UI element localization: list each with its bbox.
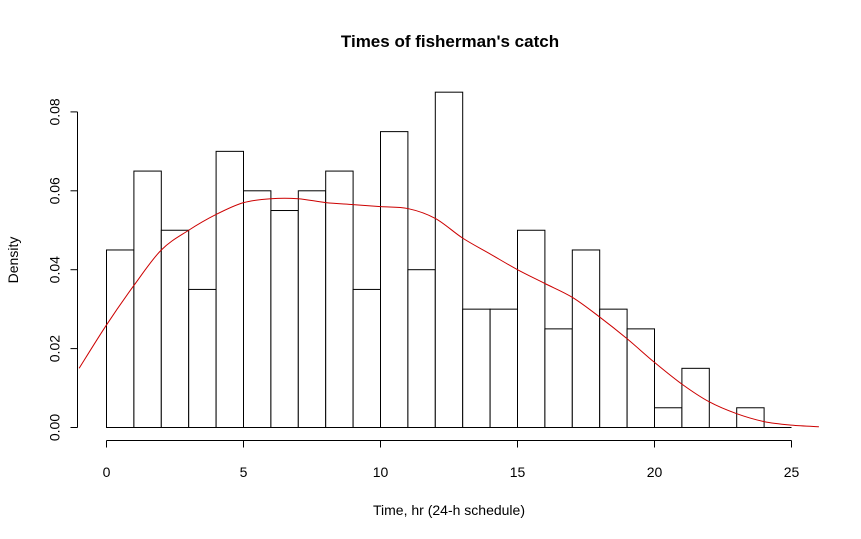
histogram-bar <box>215 150 245 428</box>
histogram-bar <box>243 190 272 428</box>
histogram-bar <box>434 91 464 429</box>
histogram-bar <box>160 229 190 428</box>
histogram-bar <box>352 288 382 428</box>
histogram-bar <box>106 249 135 428</box>
histogram-bar <box>380 131 409 428</box>
histogram-bar <box>681 367 710 429</box>
histogram-bar <box>571 249 601 428</box>
y-axis-label: Density <box>5 237 21 284</box>
histogram-bar <box>462 308 491 428</box>
y-tick-label: 0.08 <box>47 98 63 125</box>
density-curve-layer <box>78 197 819 428</box>
histogram-bar <box>407 269 436 429</box>
x-tick-label: 5 <box>240 464 248 480</box>
density-curve <box>78 197 819 428</box>
histogram-bar <box>297 190 327 428</box>
y-tick-label: 0.00 <box>47 414 63 441</box>
x-axis-label: Time, hr (24-h schedule) <box>373 502 525 518</box>
x-tick-label: 10 <box>373 464 389 480</box>
histogram-bar <box>489 308 519 428</box>
histogram-bar <box>188 288 217 428</box>
histogram-bars <box>106 91 792 429</box>
y-axis: 0.00 0.02 0.04 0.06 0.08 <box>47 98 78 441</box>
y-tick-label: 0.04 <box>47 256 63 283</box>
histogram-bar <box>626 328 655 428</box>
x-tick-label: 25 <box>784 464 800 480</box>
y-tick-label: 0.02 <box>47 335 63 362</box>
x-tick-label: 0 <box>103 464 111 480</box>
histogram-bar <box>325 170 354 428</box>
histogram-bar <box>517 229 546 428</box>
chart-title: Times of fisherman's catch <box>341 32 559 51</box>
x-tick-label: 15 <box>510 464 526 480</box>
histogram-bar <box>270 210 299 428</box>
histogram-bar <box>544 328 573 428</box>
x-axis: 0 5 10 15 20 25 <box>103 440 800 480</box>
histogram-bar <box>133 170 162 428</box>
y-tick-label: 0.06 <box>47 177 63 204</box>
histogram-bar <box>599 308 628 428</box>
histogram-bar <box>654 407 683 428</box>
x-tick-label: 20 <box>647 464 663 480</box>
